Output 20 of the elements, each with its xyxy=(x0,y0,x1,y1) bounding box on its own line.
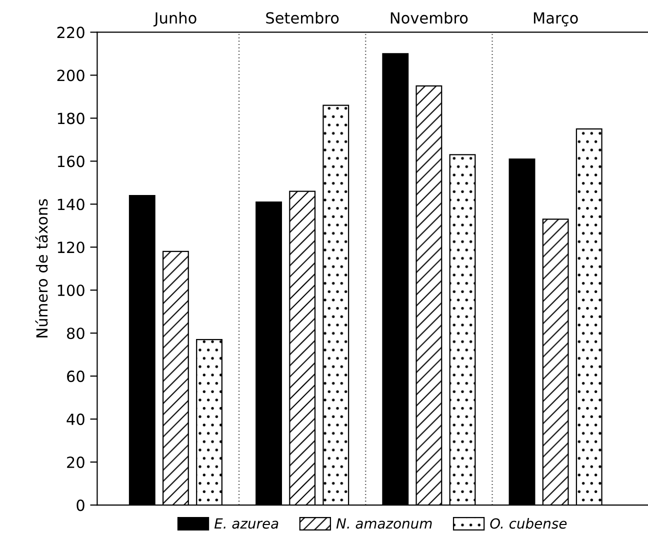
y-tick-label: 20 xyxy=(67,456,84,468)
y-tick-label: 140 xyxy=(58,198,84,210)
y-tick-label: 220 xyxy=(57,26,84,38)
y-axis-title: Número de táxons xyxy=(35,199,48,338)
legend-label: O. cubense xyxy=(490,518,567,529)
x-tick-label: Setembro xyxy=(266,12,339,24)
x-tick-label: Junho xyxy=(153,12,196,27)
legend-label: N. amazonum xyxy=(336,518,432,529)
x-tick-label: Novembro xyxy=(390,12,468,24)
y-tick-label: 80 xyxy=(66,328,84,340)
y-tick-label: 60 xyxy=(67,370,84,382)
y-tick-label: 100 xyxy=(58,284,84,296)
x-tick-label: Março xyxy=(534,12,578,26)
y-tick-label: 180 xyxy=(58,112,84,124)
legend-label: E. azurea xyxy=(214,518,278,529)
y-tick-label: 160 xyxy=(58,156,84,168)
y-tick-label: 40 xyxy=(66,414,84,426)
y-tick-label: 120 xyxy=(58,242,84,254)
y-tick-label: 0 xyxy=(76,500,84,512)
y-tick-label: 200 xyxy=(57,70,84,82)
